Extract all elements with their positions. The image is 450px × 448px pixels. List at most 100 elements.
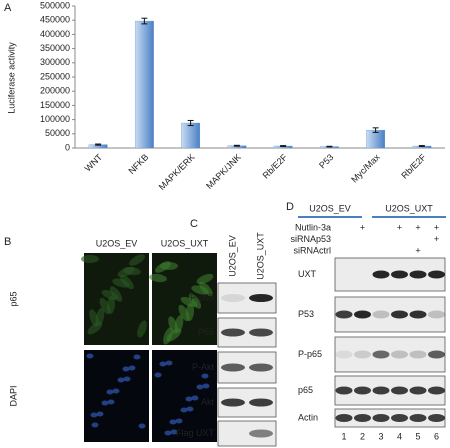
- cell: [188, 293, 202, 309]
- cell: [137, 320, 147, 338]
- nucleus: [122, 366, 130, 372]
- nucleus: [86, 353, 94, 359]
- band: [409, 414, 427, 422]
- band: [372, 310, 390, 319]
- band: [391, 414, 408, 422]
- band: [354, 414, 371, 422]
- nucleus: [201, 373, 209, 379]
- treatment-mark: +: [434, 234, 439, 244]
- cell: [168, 316, 178, 334]
- row-label: P-p65: [190, 292, 214, 302]
- y-axis-label: Luciferase activity: [6, 42, 16, 114]
- band: [391, 350, 408, 359]
- column-header: U2OS_EV: [96, 238, 138, 248]
- band: [372, 350, 390, 359]
- nucleus: [107, 399, 115, 405]
- x-tick-label: MAPK/JNK: [204, 152, 243, 191]
- nucleus: [185, 396, 193, 402]
- lane-number: 4: [397, 431, 402, 441]
- nucleus: [169, 419, 177, 425]
- nucleus: [117, 377, 125, 383]
- y-tick-label: 150000: [40, 100, 70, 110]
- image-bg: [84, 350, 149, 442]
- band: [372, 414, 390, 422]
- nucleus: [138, 423, 146, 429]
- treatment-label: Nutlin-3a: [295, 222, 331, 232]
- bar: [134, 20, 154, 149]
- band: [221, 363, 245, 372]
- band: [335, 386, 353, 395]
- cell: [99, 297, 111, 315]
- cell: [109, 286, 123, 302]
- band: [354, 310, 371, 319]
- micrograph: [84, 350, 149, 442]
- nucleus: [96, 411, 104, 417]
- band: [354, 386, 371, 395]
- band: [249, 363, 273, 372]
- band: [428, 350, 445, 359]
- x-tick-label: NFKB: [126, 152, 150, 176]
- nucleus: [123, 376, 131, 382]
- cell: [129, 254, 145, 266]
- nucleus: [154, 372, 162, 378]
- nucleus: [202, 383, 210, 389]
- lane-number: 3: [378, 431, 383, 441]
- nucleus: [165, 360, 173, 366]
- band: [391, 386, 408, 395]
- band: [428, 270, 445, 279]
- band: [428, 414, 445, 422]
- nucleus: [106, 389, 114, 395]
- band: [221, 398, 245, 407]
- panel-label: D: [286, 201, 294, 213]
- lane-number: 2: [360, 431, 365, 441]
- x-tick-label: WNT: [83, 152, 105, 174]
- row-label: p65: [298, 385, 313, 395]
- x-tick-label: Rb/E2F: [399, 152, 428, 181]
- band: [409, 386, 427, 395]
- micrograph: [152, 350, 217, 442]
- x-tick-label: Rb/E2F: [261, 152, 290, 181]
- panel-label: A: [4, 2, 12, 14]
- row-label: P53: [298, 309, 314, 319]
- lane-number: 5: [415, 431, 420, 441]
- nucleus: [112, 388, 120, 394]
- y-tick-label: 100000: [40, 114, 70, 124]
- treatment-mark: +: [397, 222, 402, 232]
- nucleus: [133, 354, 141, 360]
- error-bar: [372, 127, 379, 133]
- row-label: P-p65: [298, 349, 322, 359]
- cell: [163, 327, 173, 345]
- band: [221, 328, 245, 337]
- treatment-mark: +: [415, 245, 420, 255]
- error-bar: [418, 145, 425, 147]
- cell: [180, 296, 198, 308]
- band: [249, 398, 273, 407]
- column-header: U2OS_UXT: [161, 238, 209, 248]
- cell: [191, 285, 209, 295]
- nucleus: [159, 361, 167, 367]
- treatment-mark: +: [434, 222, 439, 232]
- cell: [117, 266, 135, 278]
- band: [249, 328, 273, 337]
- y-tick-label: 50000: [45, 128, 70, 138]
- lane-number: 1: [341, 431, 346, 441]
- group-header: U2OS_UXT: [385, 203, 433, 213]
- nucleus: [186, 406, 194, 412]
- nucleus: [90, 412, 98, 418]
- nucleus: [128, 365, 136, 371]
- error-bar: [233, 144, 240, 147]
- band: [372, 386, 390, 395]
- treatment-label: siRNAp53: [290, 234, 331, 244]
- x-tick-label: Myc/Max: [349, 152, 382, 185]
- cell: [112, 278, 130, 288]
- band: [391, 270, 408, 279]
- band: [249, 294, 273, 302]
- row-label: P65: [198, 327, 214, 337]
- band: [335, 350, 353, 359]
- band: [249, 429, 273, 438]
- cell: [89, 309, 99, 327]
- cell: [196, 273, 214, 285]
- error-bar: [280, 145, 287, 147]
- nucleus: [175, 418, 183, 424]
- nucleus: [164, 430, 172, 436]
